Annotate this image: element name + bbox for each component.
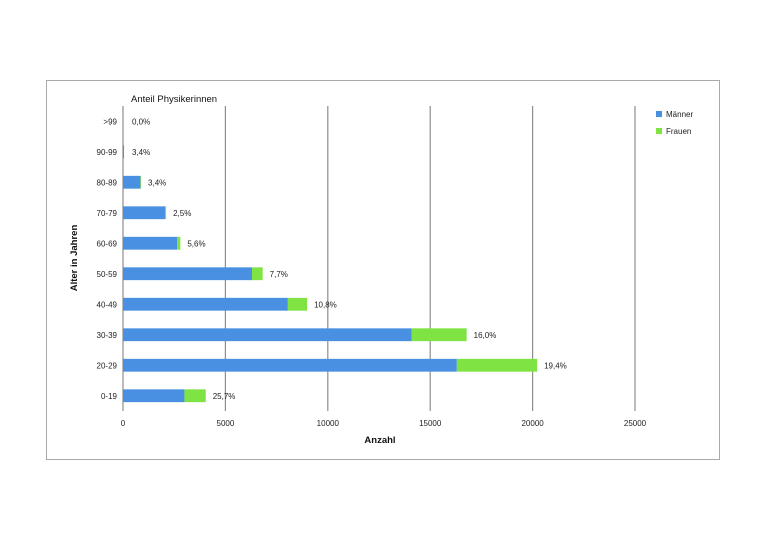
x-tick-label: 0	[121, 419, 126, 428]
bar-segment	[287, 297, 308, 311]
x-tick-label: 5000	[217, 419, 235, 428]
bar-data-label: 19,4%	[544, 361, 567, 370]
chart-frame: 0 5000 10000 15000 20000 25000 >99 0,0% 90-99 3,…	[46, 80, 720, 460]
bar-segment	[184, 389, 206, 403]
y-axis-title: Alter in Jahren	[69, 225, 80, 292]
bar-segment	[252, 267, 263, 281]
chart-svg: 0 5000 10000 15000 20000 25000 >99 0,0% 90-99 3,…	[69, 94, 693, 446]
bar-segment	[123, 206, 165, 220]
bar-data-label: 5,6%	[187, 239, 205, 248]
y-tick-label: 60-69	[97, 239, 118, 248]
chart-annotation-title: Anteil Physikerinnen	[131, 94, 217, 105]
y-tick-label: 70-79	[97, 209, 118, 218]
bar-data-label: 3,4%	[148, 178, 166, 187]
bar-data-label: 10,8%	[314, 300, 337, 309]
bar-data-label: 7,7%	[270, 270, 288, 279]
bar-data-label: 16,0%	[474, 331, 497, 340]
y-tick-label: 0-19	[101, 392, 118, 401]
bar-data-label: 0,0%	[132, 117, 150, 126]
x-tick-label: 10000	[317, 419, 340, 428]
bar-data-label: 3,4%	[132, 148, 150, 157]
bar-segment	[177, 236, 181, 250]
y-tick-label: 80-89	[97, 178, 118, 187]
grid-layer: 0 5000 10000 15000 20000 25000	[121, 106, 647, 428]
x-tick-label: 20000	[521, 419, 544, 428]
y-tick-label: 20-29	[97, 361, 118, 370]
y-tick-label: 50-59	[97, 270, 118, 279]
bar-segment	[411, 328, 467, 342]
legend-label: Frauen	[666, 127, 691, 136]
legend: Männer Frauen	[656, 110, 693, 136]
x-tick-label: 25000	[624, 419, 647, 428]
y-tick-label: 30-39	[97, 331, 118, 340]
legend-label: Männer	[666, 110, 693, 119]
labels-layer: >99 0,0% 90-99 3,4% 80-89 3,4% 70-79 2,5% 60-69 5…	[97, 117, 567, 401]
bar-data-label: 2,5%	[173, 209, 191, 218]
x-tick-label: 15000	[419, 419, 442, 428]
y-tick-label: 90-99	[97, 148, 118, 157]
bar-segment	[123, 328, 412, 342]
legend-swatch	[656, 111, 662, 117]
bar-segment	[123, 267, 253, 281]
bar-segment	[123, 297, 288, 311]
legend-swatch	[656, 128, 662, 134]
bar-segment	[123, 236, 178, 250]
x-axis-title: Anzahl	[364, 435, 395, 446]
bar-segment	[140, 175, 142, 189]
bar-segment	[123, 175, 141, 189]
bar-data-label: 25,7%	[213, 392, 236, 401]
y-tick-label: >99	[103, 117, 117, 126]
bar-segment	[123, 145, 125, 159]
bar-segment	[456, 358, 538, 372]
bar-segment	[123, 389, 185, 403]
y-tick-label: 40-49	[97, 300, 118, 309]
bars-layer	[123, 145, 538, 403]
bar-segment	[164, 206, 167, 220]
bar-segment	[123, 358, 457, 372]
